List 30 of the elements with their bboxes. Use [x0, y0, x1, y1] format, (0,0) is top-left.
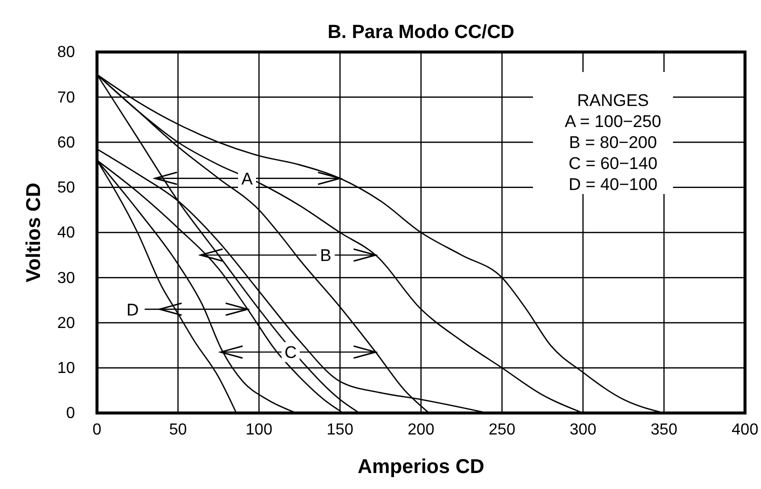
x-tick-label: 50 [169, 421, 187, 438]
x-tick-label: 350 [650, 421, 678, 438]
y-tick-label: 80 [57, 44, 76, 62]
annotation: C [284, 343, 297, 362]
y-tick-label: 60 [57, 134, 76, 152]
y-tick-label: 10 [57, 360, 76, 377]
annotation: D [126, 300, 139, 320]
chart-title: B. Para Modo CC/CD [328, 22, 514, 43]
x-tick-label: 150 [326, 421, 354, 438]
y-tick-label: 70 [57, 89, 76, 106]
x-tick-label: 250 [488, 421, 516, 438]
annotation: C = 60−140 [568, 154, 658, 173]
y-tick-label: 50 [57, 179, 76, 196]
annotation: B = 80−200 [569, 133, 657, 152]
y-tick-label: 40 [57, 224, 76, 242]
annotation: D = 40−100 [568, 175, 658, 194]
annotation: RANGES [577, 91, 649, 110]
x-tick-label: 300 [570, 421, 596, 438]
y-axis-title: Voltios CD [23, 182, 45, 282]
x-axis-title: Amperios CD [358, 456, 484, 478]
x-tick-label: 400 [732, 421, 758, 438]
annotation: A = 100−250 [564, 112, 662, 131]
y-tick-label: 20 [57, 314, 76, 332]
annotation: A [241, 169, 254, 188]
x-tick-label: 200 [408, 421, 434, 438]
x-tick-label: 100 [246, 421, 272, 438]
y-tick-label: 30 [57, 270, 76, 287]
y-tick-label: 0 [66, 405, 76, 422]
x-tick-label: 0 [92, 421, 102, 438]
annotation: B [320, 246, 332, 266]
